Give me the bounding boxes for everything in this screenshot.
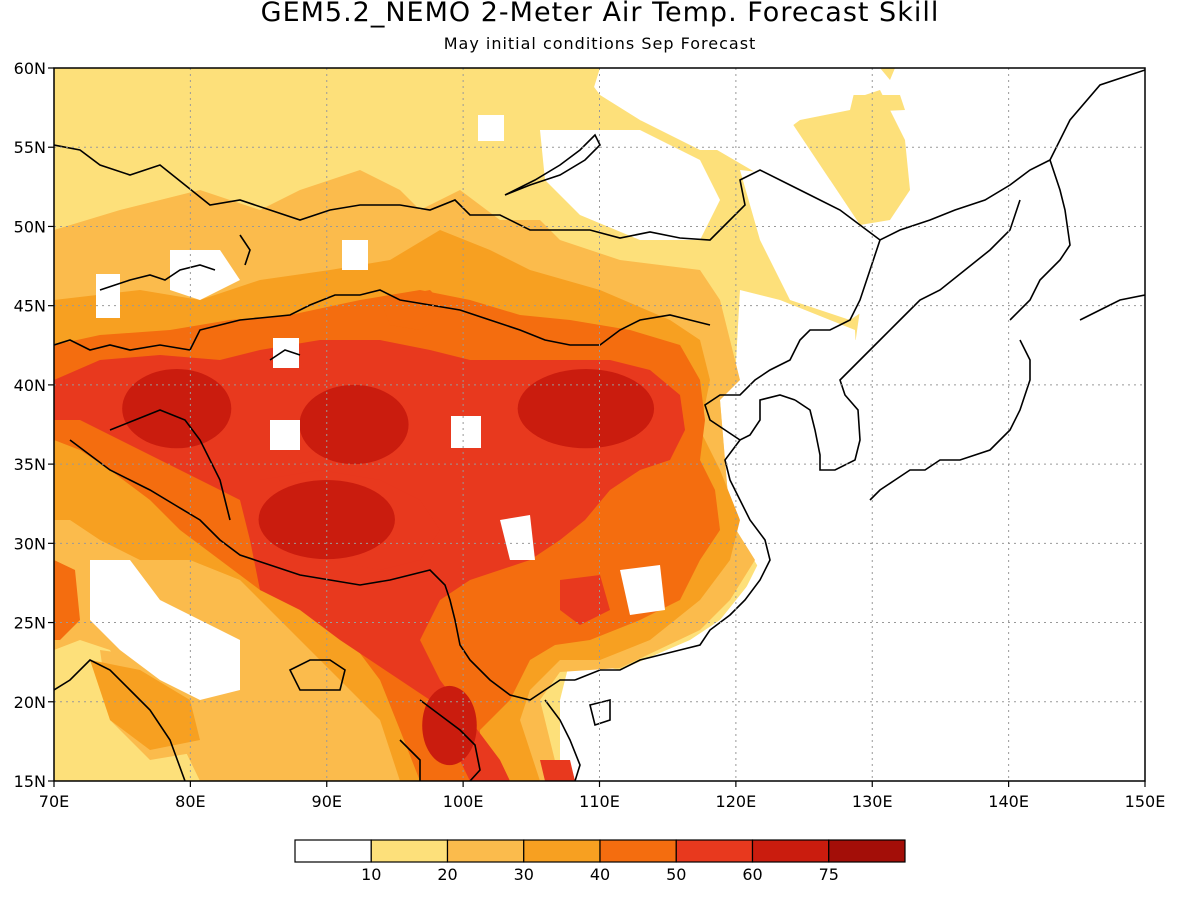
lon-tick-label: 130E (852, 792, 893, 811)
colorbar: 10 20 30 40 50 60 75 (294, 839, 906, 884)
lon-tick-label: 110E (579, 792, 620, 811)
colorbar-swatch (751, 839, 830, 863)
map-title: GEM5.2_NEMO 2-Meter Air Temp. Forecast S… (260, 0, 940, 28)
skill-region-tibet-core-east (517, 369, 655, 449)
lat-tick-label: 55N (14, 138, 46, 157)
colorbar-label: 40 (590, 865, 610, 884)
lat-tick-label: 30N (14, 534, 46, 553)
colorbar-label: 10 (361, 865, 381, 884)
skill-region-myanmar-core (422, 685, 477, 766)
colorbar-label: 75 (819, 865, 839, 884)
lon-tick-label: 70E (39, 792, 69, 811)
lat-tick-label: 50N (14, 217, 46, 236)
skill-region-tarim-core (122, 369, 232, 449)
coastlines (54, 69, 1145, 781)
lat-tick-label: 40N (14, 376, 46, 395)
lat-tick-label: 45N (14, 297, 46, 316)
colorbar-swatch (370, 839, 449, 863)
lon-axis: 70E 80E 90E 100E 110E 120E 130E 140E 150E (39, 781, 1166, 811)
skill-region-tibet-core-west (299, 384, 409, 465)
lat-tick-label: 25N (14, 614, 46, 633)
colorbar-label: 30 (514, 865, 534, 884)
colorbar-swatch (294, 839, 372, 863)
colorbar-swatch (523, 839, 601, 863)
colorbar-swatch (675, 839, 754, 863)
lon-tick-label: 90E (312, 792, 342, 811)
colorbar-swatch (599, 839, 677, 863)
lat-axis: 15N 20N 25N 30N 35N 40N 45N 50N 55N 60N (14, 59, 54, 791)
lat-tick-label: 35N (14, 455, 46, 474)
grid-lines (54, 68, 1145, 781)
skill-fill-layer (54, 68, 1145, 781)
lon-tick-label: 120E (716, 792, 757, 811)
lat-tick-label: 20N (14, 693, 46, 712)
skill-level-below-10 (54, 68, 1145, 781)
colorbar-swatch (446, 839, 525, 863)
colorbar-label: 20 (437, 865, 457, 884)
lon-tick-label: 140E (988, 792, 1029, 811)
lon-tick-label: 80E (175, 792, 205, 811)
lon-tick-label: 100E (443, 792, 484, 811)
colorbar-label: 60 (742, 865, 762, 884)
lon-tick-label: 150E (1125, 792, 1166, 811)
colorbar-swatch (828, 839, 906, 863)
map-subtitle: May initial conditions Sep Forecast (443, 34, 757, 53)
colorbar-label: 50 (666, 865, 686, 884)
lat-tick-label: 60N (14, 59, 46, 78)
lat-tick-label: 15N (14, 772, 46, 791)
